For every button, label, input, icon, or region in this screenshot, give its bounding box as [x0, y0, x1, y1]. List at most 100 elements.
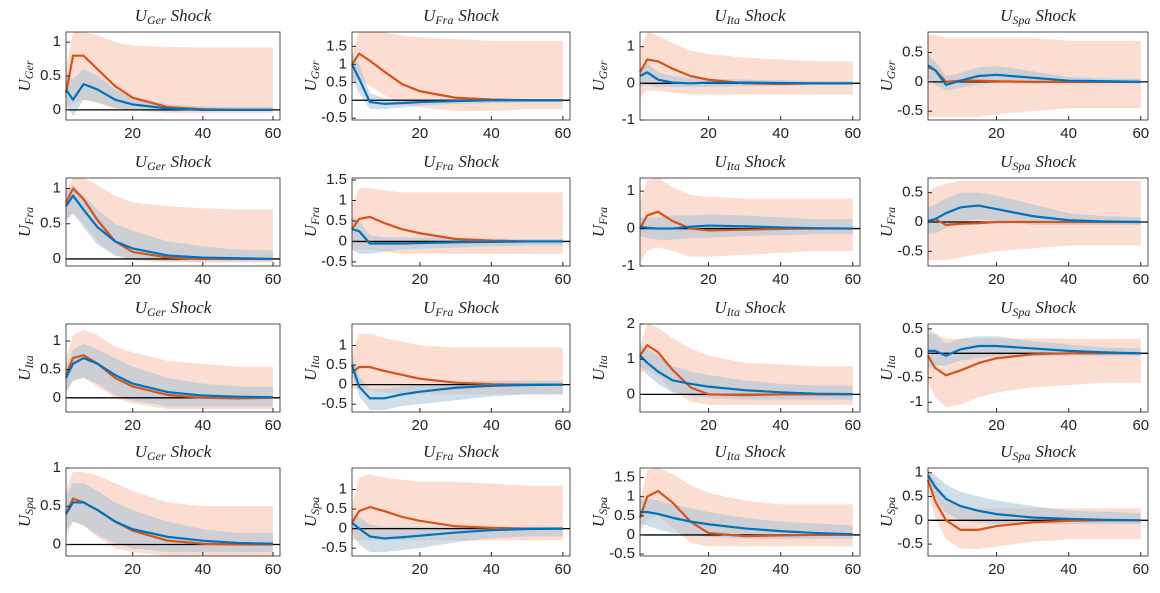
ylabel-symbol: U: [877, 223, 896, 237]
x-tick-label: 40: [194, 417, 211, 434]
y-tick-label: 0: [53, 389, 61, 406]
ylabel-symbol: U: [15, 223, 34, 237]
axes-box: [65, 177, 281, 267]
axes-box: [65, 323, 281, 413]
x-tick-label: 20: [412, 561, 429, 578]
y-tick-label: 0.5: [40, 360, 61, 377]
title-symbol: U: [135, 152, 149, 171]
panel-title: USpa Shock: [1000, 6, 1076, 27]
x-tick-label: 60: [1132, 417, 1149, 434]
panel-title: UIta Shock: [714, 298, 786, 319]
ylabel-symbol: U: [877, 77, 896, 91]
title-subscript: Fra: [434, 13, 453, 27]
title-subscript: Ger: [147, 13, 166, 27]
y-axis-label: UGer: [589, 60, 610, 91]
panel-title: UGer Shock: [135, 298, 212, 319]
response-line: [65, 83, 273, 111]
ylabel-symbol: U: [301, 77, 320, 91]
x-tick-label: 20: [124, 417, 141, 434]
x-tick-label: 40: [483, 417, 500, 434]
response-line: [350, 364, 563, 400]
y-axis-label: USpa: [589, 497, 610, 527]
ylabel-subscript: Ita: [308, 355, 322, 369]
ylabel-subscript: Fra: [22, 207, 36, 226]
response-line: [64, 354, 274, 400]
title-subscript: Ita: [726, 159, 740, 173]
y-axis-label: UIta: [877, 355, 898, 381]
confidence-band: [66, 483, 273, 553]
ylabel-symbol: U: [301, 513, 320, 527]
y-tick-label: 1: [627, 38, 635, 55]
y-tick-label: -1: [910, 393, 923, 410]
panel-title: UFra Shock: [423, 298, 499, 319]
response-line: [638, 489, 853, 538]
y-tick-label: 0.5: [902, 320, 923, 337]
y-tick-label: -0.5: [321, 539, 347, 556]
title-symbol: U: [1000, 6, 1014, 25]
y-tick-label: 0.5: [902, 44, 923, 61]
confidence-band: [640, 32, 853, 98]
response-line: [351, 63, 563, 105]
y-tick-label: 0.5: [40, 67, 61, 84]
ylabel-symbol: U: [877, 513, 896, 527]
ylabel-subscript: Fra: [596, 207, 610, 226]
ylabel-subscript: Ger: [308, 60, 322, 79]
y-tick-label: 0: [53, 250, 61, 267]
ylabel-subscript: Ger: [596, 60, 610, 79]
title-text: Shock: [458, 6, 499, 25]
confidence-band: [928, 192, 1141, 234]
x-tick-label: 40: [1060, 271, 1077, 288]
y-axis-label: UIta: [15, 355, 36, 381]
ylabel-symbol: U: [301, 223, 320, 237]
y-tick-label: 0: [915, 511, 923, 528]
panel-title: UIta Shock: [714, 152, 786, 173]
ylabel-symbol: U: [877, 367, 896, 381]
title-symbol: U: [135, 298, 149, 317]
response-line: [65, 356, 274, 399]
panel-title: USpa Shock: [1000, 152, 1076, 173]
ylabel-subscript: Spa: [308, 497, 322, 515]
ylabel-subscript: Ita: [22, 355, 36, 369]
title-text: Shock: [745, 298, 786, 317]
y-tick-label: 0: [627, 385, 635, 402]
x-tick-label: 40: [1060, 125, 1077, 142]
x-tick-label: 20: [988, 125, 1005, 142]
y-tick-label: 0.5: [902, 488, 923, 505]
ylabel-subscript: Ita: [884, 355, 898, 369]
title-text: Shock: [1035, 442, 1076, 461]
x-tick-label: 60: [1132, 271, 1149, 288]
panel-title: UFra Shock: [423, 152, 499, 173]
y-axis-label: USpa: [877, 497, 898, 527]
response-line: [928, 344, 1141, 357]
response-line: [65, 194, 274, 261]
title-subscript: Fra: [434, 449, 453, 463]
axes-box: [639, 323, 861, 413]
y-axis-label: UFra: [301, 207, 322, 237]
x-tick-label: 40: [772, 561, 789, 578]
y-tick-label: 0: [339, 91, 347, 108]
title-text: Shock: [171, 152, 212, 171]
title-symbol: U: [423, 298, 437, 317]
x-tick-label: 20: [988, 417, 1005, 434]
title-symbol: U: [423, 152, 437, 171]
x-tick-label: 20: [124, 125, 141, 142]
y-tick-label: 0: [339, 520, 347, 537]
title-subscript: Spa: [1012, 13, 1030, 27]
title-text: Shock: [1035, 6, 1076, 25]
response-line: [65, 501, 274, 545]
x-tick-label: 20: [700, 125, 717, 142]
axes-box: [927, 323, 1149, 413]
ylabel-subscript: Ger: [884, 60, 898, 79]
ylabel-symbol: U: [15, 77, 34, 91]
y-tick-label: 0: [53, 535, 61, 552]
y-tick-label: 0.5: [40, 497, 61, 514]
response-line: [351, 521, 563, 540]
